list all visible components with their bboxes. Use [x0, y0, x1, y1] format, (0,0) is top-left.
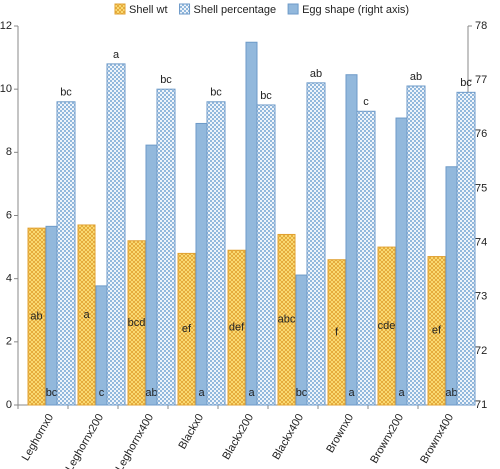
x-tick-label: Leghornx200 — [64, 412, 107, 469]
bar — [277, 233, 296, 406]
bar — [227, 249, 246, 406]
bar — [395, 117, 408, 406]
legend-swatch — [179, 3, 191, 15]
significance-label: a — [113, 49, 120, 61]
y-tick-label: 2 — [6, 336, 12, 348]
bar — [77, 224, 96, 406]
significance-label: ab — [410, 71, 422, 83]
x-tick-label: Brownx0 — [324, 412, 356, 455]
bar — [195, 122, 208, 406]
significance-label: bc — [160, 74, 172, 86]
significance-label: a — [248, 387, 255, 399]
bar — [406, 85, 426, 406]
significance-label: abc — [278, 314, 296, 326]
significance-label: ab — [310, 68, 322, 80]
significance-label: ab — [445, 387, 457, 399]
legend-label: Shell wt — [129, 4, 168, 16]
bar — [245, 41, 258, 406]
legend-swatch — [114, 3, 126, 15]
significance-label: bc — [460, 77, 472, 89]
bar — [156, 88, 176, 406]
significance-label: bc — [60, 87, 72, 99]
bar — [345, 74, 358, 406]
significance-label: bc — [46, 387, 58, 399]
y-tick-label: 6 — [6, 209, 12, 221]
significance-label: a — [398, 387, 405, 399]
y2-tick-label: 74 — [475, 236, 487, 248]
bar — [427, 256, 446, 406]
bar — [456, 91, 476, 406]
x-tick-label: Brownx200 — [368, 412, 406, 466]
x-tick-label: Blackx0 — [176, 412, 206, 451]
bar — [177, 252, 196, 406]
bar — [27, 227, 46, 406]
y2-tick-label: 71 — [475, 399, 487, 411]
x-tick-label: Blackx200 — [220, 412, 256, 462]
legend-label: Egg shape (right axis) — [302, 4, 409, 16]
bar — [377, 246, 396, 406]
y2-tick-label: 76 — [475, 128, 487, 140]
significance-label: f — [335, 326, 339, 338]
bar — [356, 110, 376, 406]
significance-label: ef — [432, 325, 442, 337]
x-tick-label: Brownx400 — [418, 412, 456, 466]
bar — [45, 225, 58, 406]
y-tick-label: 10 — [0, 83, 12, 95]
bar — [327, 259, 346, 406]
significance-label: ab — [30, 310, 42, 322]
significance-label: a — [83, 309, 90, 321]
bar — [445, 166, 458, 406]
x-tick-label: Blackx400 — [270, 412, 306, 462]
x-tick-label: Leghornx0 — [20, 412, 56, 463]
legend-label: Shell percentage — [194, 4, 277, 16]
y2-tick-label: 75 — [475, 182, 487, 194]
bar — [256, 104, 276, 406]
y2-tick-label: 73 — [475, 291, 487, 303]
significance-label: c — [363, 96, 369, 108]
bar — [145, 144, 158, 406]
y2-tick-label: 77 — [475, 74, 487, 86]
bar — [106, 63, 126, 406]
significance-label: ab — [145, 387, 157, 399]
bar — [306, 82, 326, 406]
significance-label: bc — [210, 87, 222, 99]
y-tick-label: 4 — [6, 273, 12, 285]
significance-label: bc — [296, 387, 308, 399]
bar — [206, 101, 226, 406]
y2-tick-label: 78 — [475, 20, 487, 32]
y-tick-label: 0 — [6, 399, 12, 411]
y2-tick-label: 72 — [475, 345, 487, 357]
bar — [127, 240, 146, 406]
significance-label: bc — [260, 90, 272, 102]
x-tick-label: Leghornx400 — [114, 412, 157, 469]
bar — [56, 101, 76, 406]
y-tick-label: 12 — [0, 20, 12, 32]
significance-label: ef — [182, 323, 192, 335]
significance-label: a — [348, 387, 355, 399]
significance-label: cde — [378, 320, 396, 332]
bar — [295, 274, 308, 406]
significance-label: bcd — [128, 317, 146, 329]
significance-label: c — [99, 387, 105, 399]
y-tick-label: 8 — [6, 146, 12, 158]
legend-swatch — [287, 3, 299, 15]
significance-label: def — [229, 322, 245, 334]
significance-label: a — [198, 387, 205, 399]
